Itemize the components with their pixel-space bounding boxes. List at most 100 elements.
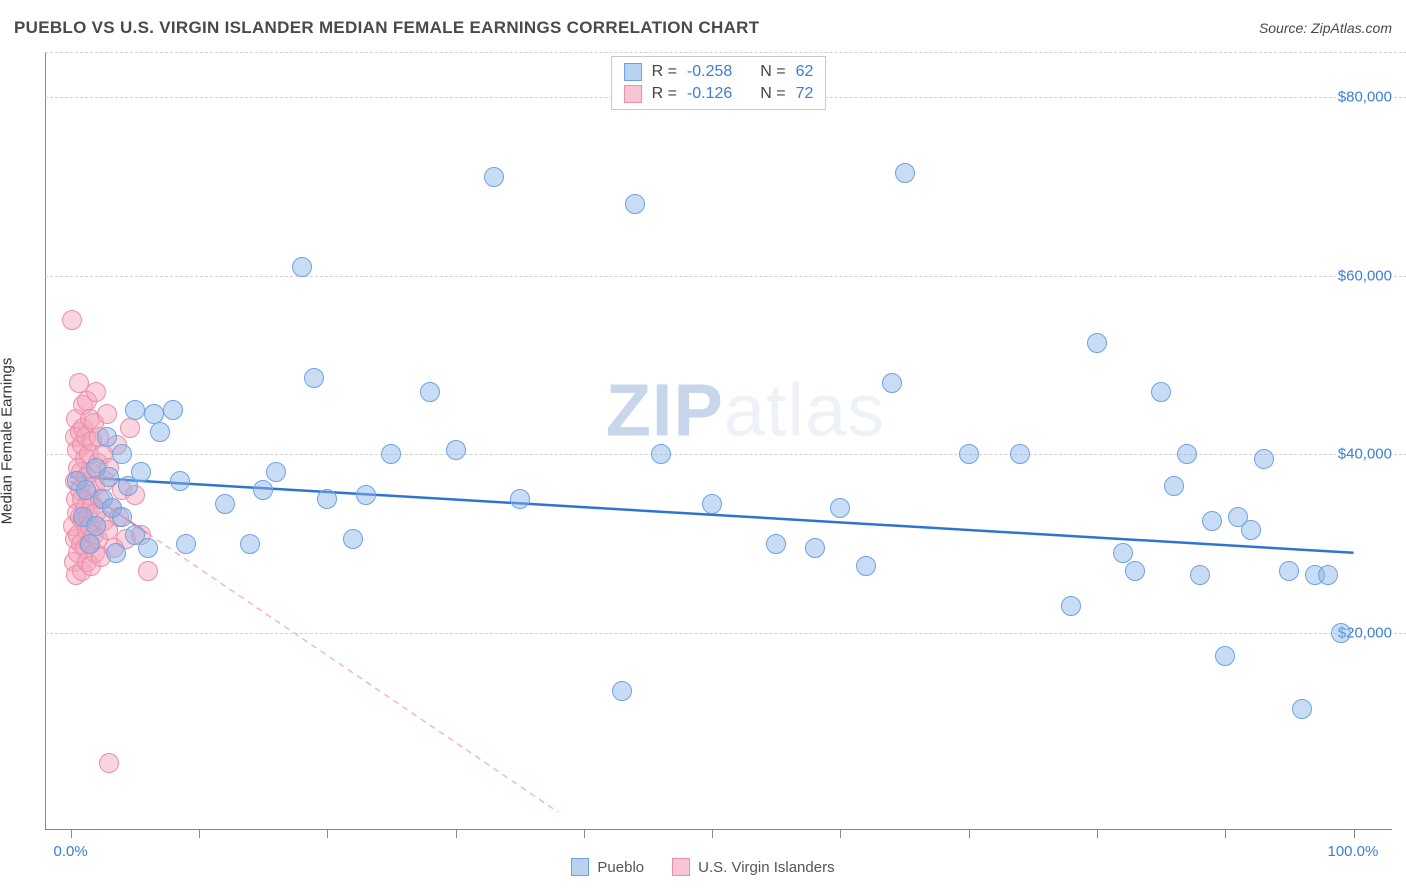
pueblo-point bbox=[882, 373, 902, 393]
legend-r-value: -0.126 bbox=[687, 85, 732, 103]
pueblo-point bbox=[959, 444, 979, 464]
pueblo-point bbox=[1125, 561, 1145, 581]
y-tick-label: $80,000 bbox=[1336, 88, 1394, 105]
usvi-point bbox=[86, 382, 106, 402]
pueblo-point bbox=[317, 489, 337, 509]
pueblo-point bbox=[304, 368, 324, 388]
pueblo-point bbox=[150, 422, 170, 442]
pueblo-point bbox=[625, 194, 645, 214]
y-tick-label: $40,000 bbox=[1336, 446, 1394, 463]
pueblo-point bbox=[1279, 561, 1299, 581]
chart-source: Source: ZipAtlas.com bbox=[1259, 20, 1392, 36]
legend-n-label: N = bbox=[760, 63, 785, 81]
x-tick bbox=[1225, 830, 1226, 838]
usvi-point bbox=[138, 561, 158, 581]
x-tick bbox=[71, 830, 72, 838]
gridline-h bbox=[45, 454, 1406, 455]
pueblo-point bbox=[170, 471, 190, 491]
legend-n-value: 72 bbox=[796, 85, 814, 103]
pueblo-point bbox=[163, 400, 183, 420]
pueblo-point bbox=[1190, 565, 1210, 585]
pueblo-point bbox=[446, 440, 466, 460]
pueblo-point bbox=[356, 485, 376, 505]
pueblo-point bbox=[131, 462, 151, 482]
pueblo-point bbox=[895, 163, 915, 183]
legend-r-value: -0.258 bbox=[687, 63, 732, 81]
bottom-label-usvi: U.S. Virgin Islanders bbox=[698, 859, 834, 876]
x-tick bbox=[840, 830, 841, 838]
pueblo-point bbox=[1331, 623, 1351, 643]
chart-container: Median Female Earnings ZIPatlas $20,000$… bbox=[45, 52, 1392, 830]
legend-n-value: 62 bbox=[796, 63, 814, 81]
pueblo-point bbox=[702, 494, 722, 514]
bottom-swatch-usvi bbox=[672, 858, 690, 876]
pueblo-point bbox=[651, 444, 671, 464]
legend-box: R = -0.258 N = 62 R = -0.126 N = 72 bbox=[611, 56, 827, 110]
bottom-swatch-pueblo bbox=[571, 858, 589, 876]
gridline-h bbox=[45, 52, 1406, 53]
x-tick bbox=[199, 830, 200, 838]
pueblo-point bbox=[97, 427, 117, 447]
pueblo-point bbox=[112, 507, 132, 527]
pueblo-point bbox=[292, 257, 312, 277]
pueblo-point bbox=[484, 167, 504, 187]
pueblo-point bbox=[106, 543, 126, 563]
pueblo-point bbox=[1061, 596, 1081, 616]
pueblo-point bbox=[138, 538, 158, 558]
pueblo-point bbox=[99, 467, 119, 487]
bottom-legend-usvi: U.S. Virgin Islanders bbox=[672, 858, 834, 876]
pueblo-point bbox=[215, 494, 235, 514]
usvi-point bbox=[62, 310, 82, 330]
pueblo-point bbox=[1151, 382, 1171, 402]
pueblo-point bbox=[1241, 520, 1261, 540]
pueblo-point bbox=[1202, 511, 1222, 531]
x-tick bbox=[969, 830, 970, 838]
pueblo-point bbox=[612, 681, 632, 701]
pueblo-point bbox=[80, 534, 100, 554]
pueblo-point bbox=[240, 534, 260, 554]
y-axis-label: Median Female Earnings bbox=[0, 358, 16, 525]
pueblo-point bbox=[1292, 699, 1312, 719]
pueblo-point bbox=[1254, 449, 1274, 469]
x-tick bbox=[1354, 830, 1355, 838]
pueblo-point bbox=[125, 400, 145, 420]
legend-swatch-pueblo bbox=[624, 63, 642, 81]
legend-row-usvi: R = -0.126 N = 72 bbox=[624, 83, 814, 105]
pueblo-point bbox=[266, 462, 286, 482]
pueblo-point bbox=[1010, 444, 1030, 464]
bottom-legend: Pueblo U.S. Virgin Islanders bbox=[0, 858, 1406, 876]
pueblo-point bbox=[766, 534, 786, 554]
x-tick bbox=[1097, 830, 1098, 838]
pueblo-point bbox=[830, 498, 850, 518]
x-tick bbox=[327, 830, 328, 838]
legend-swatch-usvi bbox=[624, 85, 642, 103]
legend-r-label: R = bbox=[652, 63, 677, 81]
pueblo-point bbox=[420, 382, 440, 402]
trend-line bbox=[148, 533, 559, 812]
pueblo-point bbox=[1177, 444, 1197, 464]
pueblo-point bbox=[805, 538, 825, 558]
pueblo-point bbox=[1113, 543, 1133, 563]
pueblo-point bbox=[253, 480, 273, 500]
bottom-label-pueblo: Pueblo bbox=[597, 859, 644, 876]
bottom-legend-pueblo: Pueblo bbox=[571, 858, 644, 876]
legend-n-label: N = bbox=[760, 85, 785, 103]
pueblo-point bbox=[510, 489, 530, 509]
pueblo-point bbox=[1215, 646, 1235, 666]
pueblo-point bbox=[86, 516, 106, 536]
pueblo-point bbox=[856, 556, 876, 576]
trend-lines bbox=[45, 52, 1392, 830]
x-tick bbox=[456, 830, 457, 838]
chart-title: PUEBLO VS U.S. VIRGIN ISLANDER MEDIAN FE… bbox=[14, 18, 759, 38]
plot-area: ZIPatlas $20,000$40,000$60,000$80,000 bbox=[45, 52, 1392, 830]
usvi-point bbox=[97, 404, 117, 424]
usvi-point bbox=[99, 753, 119, 773]
gridline-h bbox=[45, 633, 1406, 634]
legend-row-pueblo: R = -0.258 N = 62 bbox=[624, 61, 814, 83]
pueblo-point bbox=[1318, 565, 1338, 585]
usvi-point bbox=[120, 418, 140, 438]
y-tick-label: $60,000 bbox=[1336, 267, 1394, 284]
legend-r-label: R = bbox=[652, 85, 677, 103]
gridline-h bbox=[45, 276, 1406, 277]
pueblo-point bbox=[343, 529, 363, 549]
